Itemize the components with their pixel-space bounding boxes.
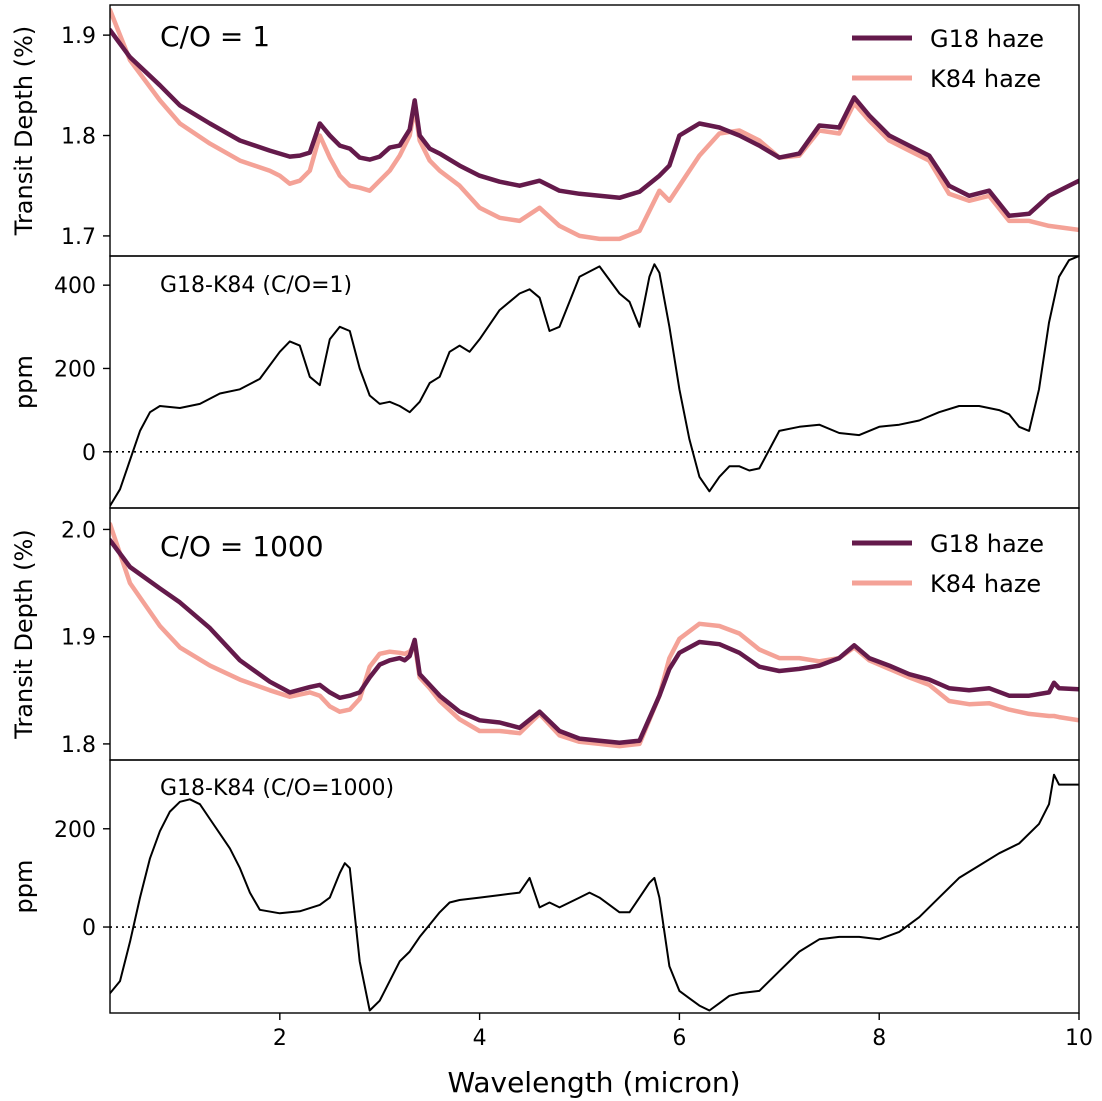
panel-annotation: C/O = 1 — [160, 20, 270, 53]
panel-co1000-difference: 0 200 G18-K84 (C/O=1000) ppm — [10, 759, 1080, 1014]
legend-label-k84: K84 haze — [930, 65, 1041, 93]
series-line-g18 — [110, 537, 1079, 746]
x-tick-label: 8 — [872, 1026, 886, 1051]
x-tick-label: 2 — [273, 1026, 287, 1051]
panel-co1-spectrum: 1.7 1.8 1.9 C/O = 1 Transit Depth (%) G18 … — [10, 4, 1080, 257]
plot-frame — [109, 759, 1080, 1014]
panel-annotation: G18-K84 (C/O=1) — [160, 273, 352, 298]
series-line-g18 — [110, 27, 1079, 219]
panel-annotation: G18-K84 (C/O=1000) — [160, 776, 394, 801]
y-tick-label: 200 — [54, 357, 96, 382]
x-tick-label: 6 — [672, 1026, 686, 1051]
legend-label-k84: K84 haze — [930, 570, 1041, 598]
y-tick-label: 2.0 — [61, 518, 96, 543]
x-axis: 2 4 6 8 10 — [273, 1013, 1093, 1051]
y-axis-label: Transit Depth (%) — [10, 26, 38, 236]
y-tick-label: 400 — [54, 274, 96, 299]
y-tick-label: 1.7 — [61, 225, 96, 250]
legend: G18 haze K84 haze — [852, 530, 1044, 598]
legend: G18 haze K84 haze — [852, 25, 1044, 93]
y-tick-label: 1.8 — [61, 125, 96, 150]
legend-label-g18: G18 haze — [930, 530, 1044, 558]
x-tick-label: 10 — [1065, 1026, 1093, 1051]
y-tick-label: 1.9 — [61, 626, 96, 651]
series-line-k84 — [110, 7, 1079, 242]
y-tick-label: 200 — [54, 818, 96, 843]
difference-line — [110, 256, 1079, 507]
y-tick-label: 1.9 — [61, 24, 96, 49]
y-tick-label: 0 — [82, 441, 96, 466]
difference-line — [110, 773, 1079, 1012]
series-line-k84 — [110, 521, 1079, 749]
y-axis-label: Transit Depth (%) — [10, 529, 38, 739]
legend-label-g18: G18 haze — [930, 25, 1044, 53]
y-tick-label: 0 — [82, 916, 96, 941]
x-axis-label: Wavelength (micron) — [447, 1066, 740, 1099]
panel-co1-difference: 0 200 400 G18-K84 (C/O=1) ppm — [10, 255, 1080, 509]
x-tick-label: 4 — [473, 1026, 487, 1051]
panel-co1000-spectrum: 1.8 1.9 2.0 C/O = 1000 Transit Depth (%) G… — [10, 507, 1080, 761]
y-axis-label: ppm — [10, 860, 38, 914]
y-tick-label: 1.8 — [61, 733, 96, 758]
y-axis-label: ppm — [10, 355, 38, 409]
panel-annotation: C/O = 1000 — [160, 530, 324, 563]
